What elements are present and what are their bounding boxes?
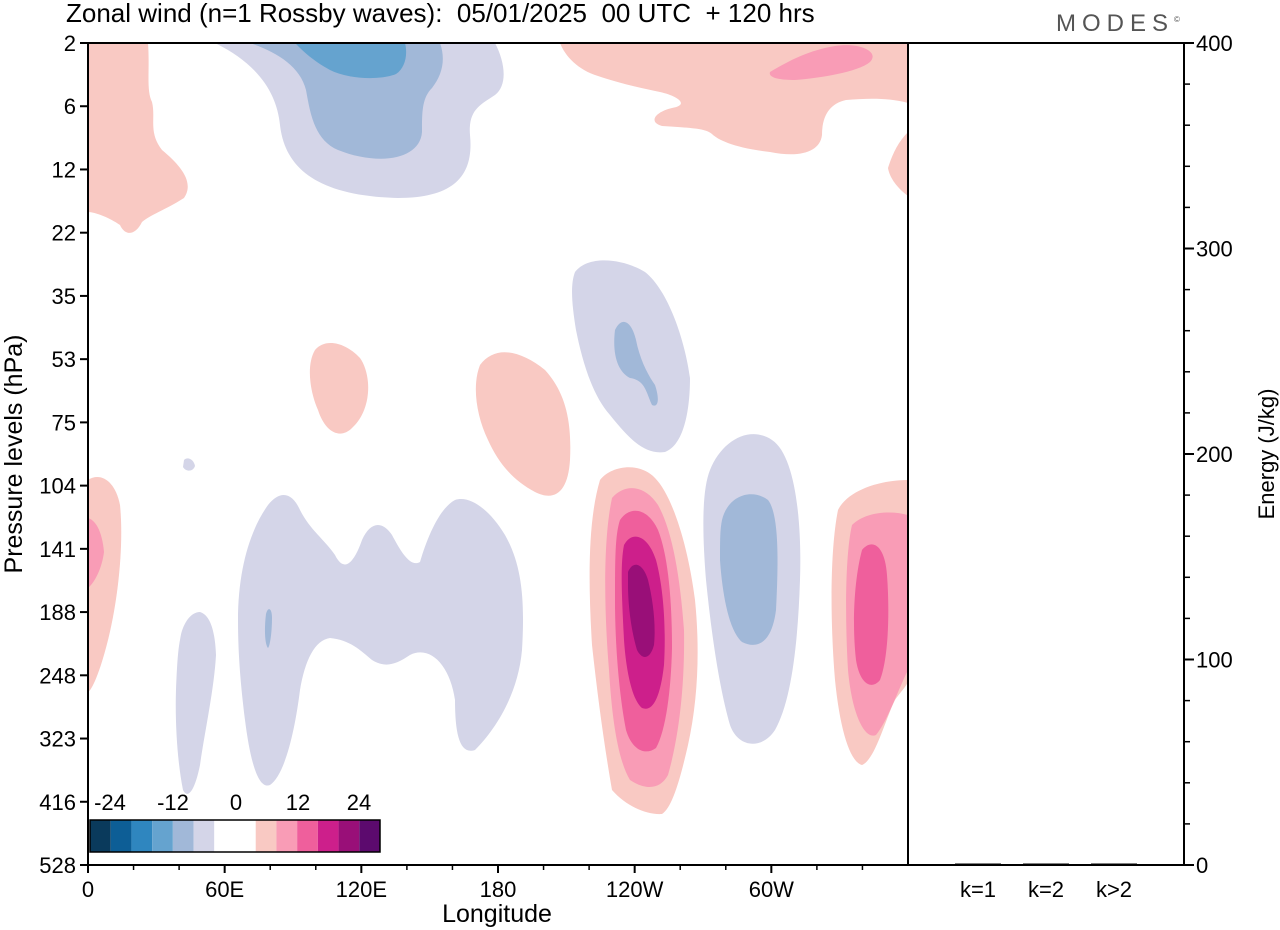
colorbar-swatch (338, 820, 360, 852)
y-tick-label: 53 (52, 347, 76, 372)
colorbar-swatch (110, 820, 132, 852)
energy-tick-label: 0 (1196, 853, 1208, 878)
colorbar-swatch (172, 820, 194, 852)
colorbar-swatch (90, 820, 111, 852)
x-axis: 0 60E 120E 180 120W 60W (82, 865, 864, 902)
energy-panel-frame (907, 42, 1185, 866)
colorbar-swatch (255, 820, 277, 852)
contour-field (88, 43, 908, 815)
y-tick-label: 2 (64, 31, 76, 56)
y-axis-label: Pressure levels (hPa) (0, 335, 28, 574)
colorbar (89, 819, 381, 853)
contour-lower-negative-60w-inner (720, 494, 778, 645)
chart-title: Zonal wind (n=1 Rossby waves): 05/01/202… (66, 0, 815, 28)
colorbar-swatch (359, 820, 380, 852)
y-tick-label: 35 (52, 284, 76, 309)
contour-mid-positive-2 (475, 352, 571, 496)
energy-tick-label: 400 (1196, 31, 1233, 56)
logo-mark: © (1174, 15, 1180, 24)
energy-category-label: k=1 (960, 877, 996, 902)
contour-mid-negative-inner (614, 321, 658, 406)
contour-small-negative (183, 458, 195, 471)
x-tick-label: 60E (205, 877, 244, 902)
energy-axis-label: Energy (J/kg) (1254, 389, 1279, 520)
energy-category-label: k=2 (1028, 877, 1064, 902)
contour-lower-positive-west-2 (88, 518, 104, 588)
contour-lower-negative-west (175, 612, 216, 794)
x-tick-label: 120W (606, 877, 664, 902)
y-tick-label: 75 (52, 410, 76, 435)
colorbar-label: -12 (157, 790, 189, 815)
colorbar-swatch (235, 820, 256, 852)
x-axis-label: Longitude (442, 900, 552, 928)
y-tick-label: 528 (39, 853, 76, 878)
contour-lower-positive-5 (628, 564, 655, 657)
y-tick-label: 188 (39, 600, 76, 625)
contour-upper-positive-east-inner (769, 45, 873, 80)
y-tick-label: 12 (52, 157, 76, 182)
contour-lower-positive-west-1 (88, 477, 122, 692)
energy-bar (1023, 863, 1069, 865)
colorbar-label: 12 (286, 790, 310, 815)
colorbar-swatch (193, 820, 215, 852)
y-tick-label: 248 (39, 663, 76, 688)
colorbar-swatch (276, 820, 298, 852)
energy-tick-label: 100 (1196, 648, 1233, 673)
contour-mid-positive-1 (309, 343, 369, 434)
contour-upper-positive-west (88, 43, 188, 233)
x-tick-label: 0 (82, 877, 94, 902)
y-tick-label: 22 (52, 221, 76, 246)
colorbar-swatch (317, 820, 339, 852)
colorbar-frame (89, 819, 381, 853)
contour-lower-negative-band (238, 494, 524, 786)
energy-axis: 0 100 200 300 400 (1184, 31, 1233, 878)
energy-tick-label: 300 (1196, 237, 1233, 262)
contour-lower-negative-band-inner (264, 609, 272, 648)
y-tick-label: 141 (39, 537, 76, 562)
y-tick-label: 6 (64, 94, 76, 119)
colorbar-label: 24 (347, 790, 371, 815)
logo-text: MODES (1056, 10, 1175, 37)
colorbar-swatch (131, 820, 153, 852)
x-tick-label: 180 (480, 877, 517, 902)
modes-logo: MODES© (1056, 10, 1180, 38)
energy-bar (955, 863, 1001, 865)
colorbar-swatch (214, 820, 235, 852)
y-tick-label: 416 (39, 790, 76, 815)
energy-bar (1091, 863, 1137, 865)
energy-tick-label: 200 (1196, 442, 1233, 467)
contour-upper-negative-inner (295, 43, 407, 79)
contour-lower-positive-east-3 (854, 544, 889, 685)
y-tick-label: 104 (39, 474, 76, 499)
y-axis: 2 6 12 22 35 53 75 104 141 188 248 323 416 528 (39, 31, 88, 878)
colorbar-label: 0 (230, 790, 242, 815)
colorbar-swatch (297, 820, 318, 852)
energy-bars: k=1 k=2 k>2 (955, 863, 1137, 902)
x-tick-label: 60W (749, 877, 794, 902)
colorbar-label: -24 (94, 790, 126, 815)
colorbar-labels: -24 -12 0 12 24 (94, 790, 371, 815)
x-tick-label: 120E (336, 877, 387, 902)
y-tick-label: 323 (39, 727, 76, 752)
energy-category-label: k>2 (1096, 877, 1132, 902)
colorbar-swatch (152, 820, 173, 852)
contour-upper-positive-far-east (888, 132, 908, 196)
